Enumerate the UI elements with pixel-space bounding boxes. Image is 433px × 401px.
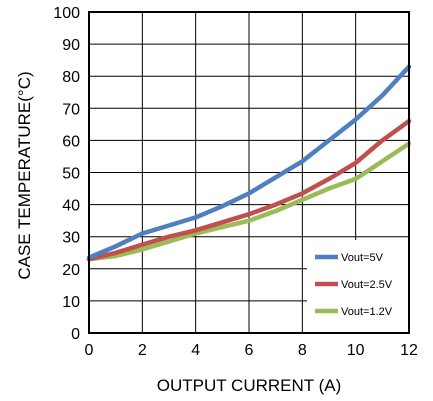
y-tick-label: 70 <box>62 101 80 118</box>
legend-label-1: Vout=2.5V <box>341 279 393 291</box>
y-tick-label: 40 <box>62 198 80 215</box>
x-tick-label: 4 <box>191 342 200 359</box>
y-tick-label: 90 <box>62 37 80 54</box>
y-tick-label: 20 <box>62 262 80 279</box>
y-tick-label: 100 <box>53 5 80 22</box>
y-axis-title: CASE TEMPERATURE(°C) <box>15 71 34 279</box>
legend-label-0: Vout=5V <box>341 252 384 264</box>
y-axis-ticks: 0 10 20 30 40 50 60 70 80 90 100 <box>53 5 80 343</box>
series-line-1 <box>86 118 412 262</box>
x-tick-label: 2 <box>138 342 147 359</box>
legend: Vout=5V Vout=2.5V Vout=1.2V <box>307 240 408 332</box>
y-tick-label: 30 <box>62 230 80 247</box>
y-tick-label: 10 <box>62 294 80 311</box>
plot-frame <box>88 11 410 334</box>
x-tick-label: 6 <box>245 342 254 359</box>
x-tick-label: 8 <box>298 342 307 359</box>
y-tick-label: 50 <box>62 166 80 183</box>
x-tick-label: 0 <box>85 342 94 359</box>
legend-label-2: Vout=1.2V <box>341 306 393 318</box>
x-axis-ticks: 0 2 4 6 8 10 12 <box>85 342 418 359</box>
series-line-2 <box>86 141 412 262</box>
x-tick-label: 12 <box>400 342 418 359</box>
series-line-0 <box>86 64 412 260</box>
series-lines <box>86 64 412 262</box>
x-tick-label: 10 <box>347 342 365 359</box>
y-tick-label: 0 <box>71 326 80 343</box>
y-tick-label: 80 <box>62 69 80 86</box>
x-axis-title: OUTPUT CURRENT (A) <box>157 376 342 395</box>
y-tick-label: 60 <box>62 133 80 150</box>
